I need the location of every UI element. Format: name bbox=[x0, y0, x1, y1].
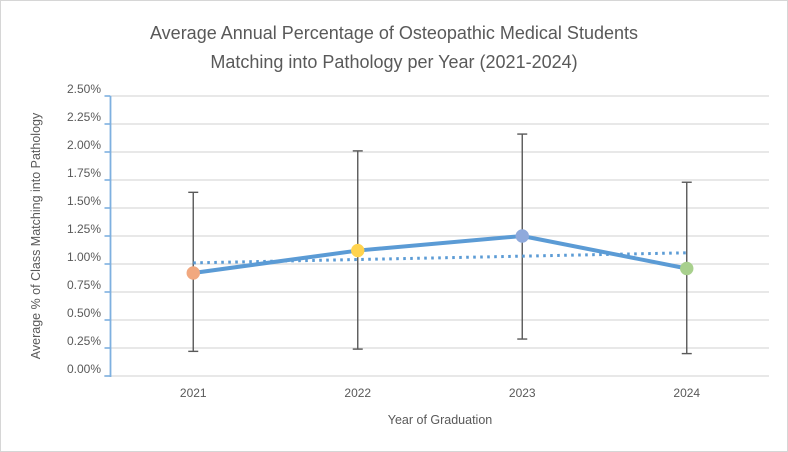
y-tick-label: 2.00% bbox=[66, 138, 101, 152]
y-tick-label: 1.25% bbox=[66, 222, 101, 236]
y-tick-label: 2.50% bbox=[66, 82, 101, 96]
y-tick-label: 1.75% bbox=[66, 166, 101, 180]
y-tick-label: 0.25% bbox=[66, 334, 101, 348]
chart-title: Average Annual Percentage of Osteopathic… bbox=[150, 23, 638, 72]
y-tick-label: 0.75% bbox=[66, 278, 101, 292]
data-point-2023 bbox=[515, 229, 529, 243]
x-tick-label-2024: 2024 bbox=[673, 386, 701, 400]
x-tick-label-2021: 2021 bbox=[179, 386, 207, 400]
data-point-2022 bbox=[351, 243, 365, 258]
data-point-2021 bbox=[186, 266, 200, 280]
y-tick-label: 0.00% bbox=[66, 362, 101, 376]
x-axis-title: Year of Graduation bbox=[387, 413, 493, 427]
y-tick-label: 1.50% bbox=[66, 194, 101, 208]
data-point-2024 bbox=[680, 261, 694, 276]
x-tick-label-2023: 2023 bbox=[508, 386, 536, 400]
y-tick-label: 2.25% bbox=[66, 110, 101, 124]
trendline bbox=[193, 251, 687, 265]
y-tick-label: 1.00% bbox=[66, 250, 101, 264]
series-line bbox=[191, 234, 689, 275]
x-tick-label-2022: 2022 bbox=[344, 386, 372, 400]
y-tick-label: 0.50% bbox=[66, 306, 101, 320]
